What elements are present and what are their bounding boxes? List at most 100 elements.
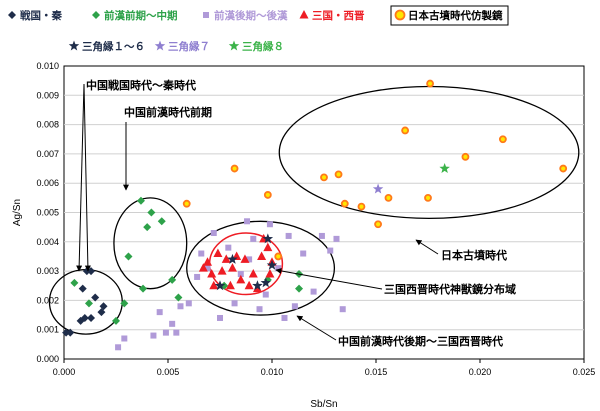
data-point xyxy=(339,306,346,313)
data-point xyxy=(147,208,156,217)
data-point xyxy=(265,269,275,278)
legend-swatch xyxy=(68,40,80,51)
data-point xyxy=(274,252,283,261)
legend-label: 戦国・秦 xyxy=(20,9,62,22)
data-point xyxy=(217,314,223,321)
data-point xyxy=(333,235,340,242)
series-1 xyxy=(62,267,108,337)
data-point xyxy=(439,163,450,173)
legend-box xyxy=(390,5,509,26)
legend-swatch xyxy=(92,11,100,19)
data-point xyxy=(318,232,325,239)
data-point xyxy=(281,314,288,321)
data-point xyxy=(169,320,176,327)
x-tick-label: 0.000 xyxy=(53,367,76,377)
annotation-label: 三国西晋時代神獣鏡分布域 xyxy=(384,282,516,296)
data-point xyxy=(227,263,237,272)
legend-label: 前漢後期～後漢 xyxy=(214,9,288,22)
data-point xyxy=(62,328,71,337)
series-6 xyxy=(214,233,278,291)
data-point xyxy=(78,284,87,293)
data-point xyxy=(320,173,328,182)
data-point xyxy=(185,300,192,307)
data-point xyxy=(136,196,145,205)
x-tick-label: 0.010 xyxy=(261,367,284,377)
legend-item: 前漢前期～中期 xyxy=(92,9,178,22)
data-point xyxy=(244,280,254,290)
data-point xyxy=(252,280,263,291)
data-point xyxy=(227,253,238,264)
data-point xyxy=(262,233,274,244)
data-point xyxy=(266,221,273,228)
data-point xyxy=(372,183,384,194)
data-point xyxy=(340,199,349,208)
data-point xyxy=(244,218,251,225)
data-point xyxy=(214,280,226,291)
data-point xyxy=(236,274,246,284)
legend-label: 三角縁８ xyxy=(242,40,284,53)
data-point xyxy=(334,170,343,179)
axis-ticks: 0.000 0.001 0.002 0.003 0.004 0.005 0.006 0.007… xyxy=(36,61,595,377)
data-point xyxy=(357,202,366,211)
data-point xyxy=(246,256,253,263)
y-tick-label: 0.000 xyxy=(36,354,59,364)
data-point xyxy=(295,284,304,293)
data-point xyxy=(217,266,227,275)
data-point xyxy=(174,293,183,302)
data-point xyxy=(150,332,157,339)
data-point xyxy=(260,277,271,288)
data-point xyxy=(250,235,257,242)
x-tick-label: 0.020 xyxy=(469,367,492,377)
data-point xyxy=(401,126,410,135)
legend-item: 戦国・秦 xyxy=(8,9,62,22)
data-point xyxy=(498,135,507,144)
x-tick-label: 0.005 xyxy=(157,367,180,377)
legend-swatch xyxy=(228,40,240,51)
data-point xyxy=(384,193,393,202)
data-point xyxy=(120,299,129,308)
ellipse-late-han xyxy=(186,220,336,316)
y-tick-label: 0.006 xyxy=(36,178,59,188)
data-point xyxy=(263,242,273,252)
y-tick-label: 0.001 xyxy=(36,325,59,335)
data-point xyxy=(237,271,244,278)
annotation-label: 日本古墳時代 xyxy=(441,248,507,262)
data-point xyxy=(426,79,434,88)
data-point xyxy=(162,329,169,336)
data-point xyxy=(156,309,163,316)
data-point xyxy=(310,288,317,295)
data-point xyxy=(112,316,120,325)
legend-label: 三角縁１～６ xyxy=(82,40,145,53)
data-point xyxy=(203,257,213,266)
annotations: 中国戦国時代～秦時代中国前漢時代前期日本古墳時代三国西晋時代神獣鏡分布域中国前漢… xyxy=(76,78,516,348)
annotation-label: 中国前漢時代後期～三国西晋時代 xyxy=(338,334,503,348)
data-point xyxy=(248,269,258,278)
annotation-arrow xyxy=(83,83,91,272)
data-point xyxy=(230,164,239,173)
y-tick-label: 0.005 xyxy=(36,208,59,218)
legend-swatch xyxy=(203,12,209,18)
data-point xyxy=(225,280,235,290)
legend-swatch xyxy=(154,40,166,51)
annotation-arrow xyxy=(76,83,85,272)
data-point xyxy=(194,273,201,280)
legend-item: 三角縁８ xyxy=(228,40,284,53)
data-point xyxy=(285,232,292,239)
annotation-label: 中国戦国時代～秦時代 xyxy=(86,78,196,92)
data-point xyxy=(225,244,232,251)
legend-item: 三国・西晋 xyxy=(299,10,365,22)
data-point xyxy=(257,251,267,260)
data-point xyxy=(182,199,191,208)
data-point xyxy=(240,254,250,263)
data-point xyxy=(461,152,470,161)
legend-swatch xyxy=(394,9,406,21)
data-points xyxy=(62,79,568,351)
data-point xyxy=(99,302,108,311)
series-7 xyxy=(372,183,384,194)
data-point xyxy=(300,250,307,257)
y-tick-label: 0.008 xyxy=(36,120,59,130)
data-point xyxy=(327,247,334,254)
data-point xyxy=(139,284,148,293)
